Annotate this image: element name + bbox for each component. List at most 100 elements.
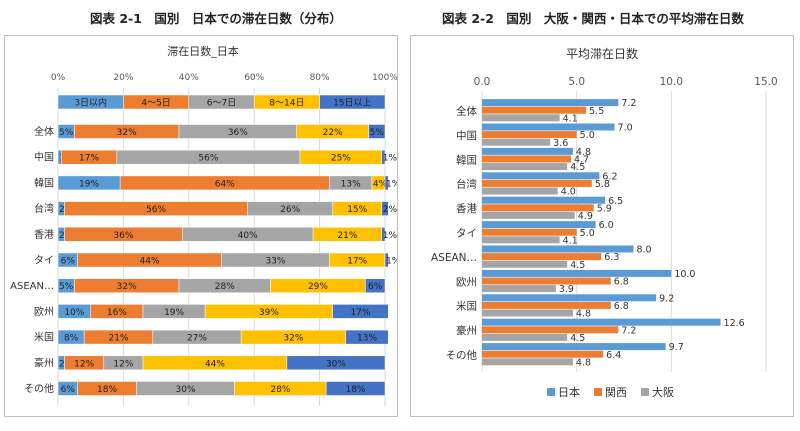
data-label: 6.2 xyxy=(602,171,617,182)
data-label: 25% xyxy=(331,154,351,164)
data-label: 28% xyxy=(270,385,290,395)
data-label: 5.0 xyxy=(580,228,595,239)
data-label: 6% xyxy=(61,257,76,267)
data-label: 2% xyxy=(383,205,397,215)
data-label: 56% xyxy=(198,154,218,164)
data-label: 6.4 xyxy=(606,350,621,361)
bar-segment xyxy=(384,175,389,191)
data-label: 12% xyxy=(113,359,133,369)
x-tick-label: 60% xyxy=(244,73,264,83)
x-tick-label: 15.0 xyxy=(754,76,777,88)
category-label: 欧州 xyxy=(456,276,477,288)
data-label: 1% xyxy=(383,231,397,241)
bar xyxy=(482,106,587,114)
x-tick-label: 20% xyxy=(113,73,133,83)
bar xyxy=(482,163,568,171)
data-label: 9.7 xyxy=(669,342,684,353)
data-label: 7.0 xyxy=(618,123,633,134)
data-label: 5.0 xyxy=(580,130,595,141)
bar xyxy=(482,123,615,131)
legend-swatch xyxy=(319,94,386,110)
bar-segment xyxy=(381,201,389,216)
data-label: 6% xyxy=(61,385,76,395)
data-label: 40% xyxy=(238,231,258,241)
data-label: 39% xyxy=(259,308,279,318)
category-label: 全体 xyxy=(456,105,477,118)
data-label: 4.1 xyxy=(563,235,578,246)
x-tick-label: 0.0 xyxy=(474,76,491,88)
category-label: 香港 xyxy=(34,229,54,241)
data-label: 13% xyxy=(357,334,377,344)
legend-label: 3日以内 xyxy=(74,97,107,109)
bar xyxy=(482,196,606,204)
data-label: 4.5 xyxy=(570,333,585,344)
data-label: 4.8 xyxy=(576,147,591,158)
bar xyxy=(482,269,672,277)
legend-label: 15日以上 xyxy=(333,98,371,109)
data-label: 12% xyxy=(74,359,94,369)
bar xyxy=(482,99,619,107)
data-label: 1% xyxy=(383,154,397,164)
data-label: 32% xyxy=(117,282,137,292)
bar-segment xyxy=(368,124,386,139)
data-label: 4.1 xyxy=(563,113,578,124)
data-label: 18% xyxy=(97,385,117,395)
data-label: 21% xyxy=(108,334,128,344)
data-label: 4.0 xyxy=(561,187,576,198)
data-label: 56% xyxy=(146,205,166,215)
legend-label: 8～14日 xyxy=(269,98,304,109)
category-label: 欧州 xyxy=(34,306,54,318)
data-label: 17% xyxy=(347,257,367,267)
x-tick-label: 10.0 xyxy=(660,76,683,88)
data-label: 16% xyxy=(107,308,127,318)
data-label: 44% xyxy=(140,257,160,267)
data-label: 30% xyxy=(326,359,346,369)
category-label: タイ xyxy=(34,255,54,267)
legend-swatch xyxy=(547,388,555,396)
category-label: 香港 xyxy=(456,203,477,215)
data-label: 6.8 xyxy=(614,301,629,312)
bar xyxy=(482,204,594,212)
data-label: 4.5 xyxy=(570,162,585,173)
data-label: 9.2 xyxy=(659,293,674,304)
average-stay-chart-panel: 平均滞在日数 0.0 5.0 10.0 15.0 全体 7.2 5.5 4.1 中国 7.0 5.0 3… xyxy=(410,35,794,417)
bar xyxy=(482,236,560,244)
category-label: ASEAN… xyxy=(10,281,54,292)
bar xyxy=(482,309,573,317)
bar xyxy=(482,301,611,309)
data-label: 5% xyxy=(59,282,74,292)
bar xyxy=(482,350,604,358)
legend-swatch xyxy=(641,388,649,396)
bar-segment xyxy=(365,278,386,293)
data-label: 19% xyxy=(164,308,184,318)
bar-segment xyxy=(332,304,389,319)
bar-segment xyxy=(345,329,389,345)
category-label: 韓国 xyxy=(456,154,477,166)
bar xyxy=(482,326,619,334)
category-label: 台湾 xyxy=(34,202,54,215)
bar-segment xyxy=(381,149,386,165)
data-label: 13% xyxy=(341,179,361,189)
legend-label: 6～7日 xyxy=(207,98,236,109)
bar xyxy=(482,187,558,195)
bar xyxy=(482,253,602,261)
stay-distribution-chart-panel: 滞在日数_日本 0% 20% 40% 60% 80% 100% 3日以内 4～5日 6～7日 8～1… xyxy=(4,35,401,417)
chart-title: 平均滞在日数 xyxy=(566,46,638,61)
data-label: 4.8 xyxy=(576,309,591,320)
data-label: 1% xyxy=(386,179,397,189)
data-label: 6% xyxy=(368,282,383,292)
data-label: 44% xyxy=(205,359,225,369)
average-stay-chart: 平均滞在日数 0.0 5.0 10.0 15.0 全体 7.2 5.5 4.1 中国 7.0 5.0 3… xyxy=(431,46,778,399)
data-label: 27% xyxy=(187,334,207,344)
data-label: 4.9 xyxy=(578,211,593,222)
category-label: その他 xyxy=(446,349,478,362)
category-label: 豪州 xyxy=(456,324,477,337)
data-label: 21% xyxy=(337,231,357,241)
data-label: 64% xyxy=(215,179,235,189)
bar-segment xyxy=(286,355,386,371)
left-figure-caption: 図表 2-1 国別 日本での滞在日数（分布） xyxy=(90,11,342,26)
data-label: 5% xyxy=(59,128,74,138)
data-label: 36% xyxy=(228,128,248,138)
data-label: 7.2 xyxy=(621,98,636,109)
category-label: その他 xyxy=(24,382,54,395)
